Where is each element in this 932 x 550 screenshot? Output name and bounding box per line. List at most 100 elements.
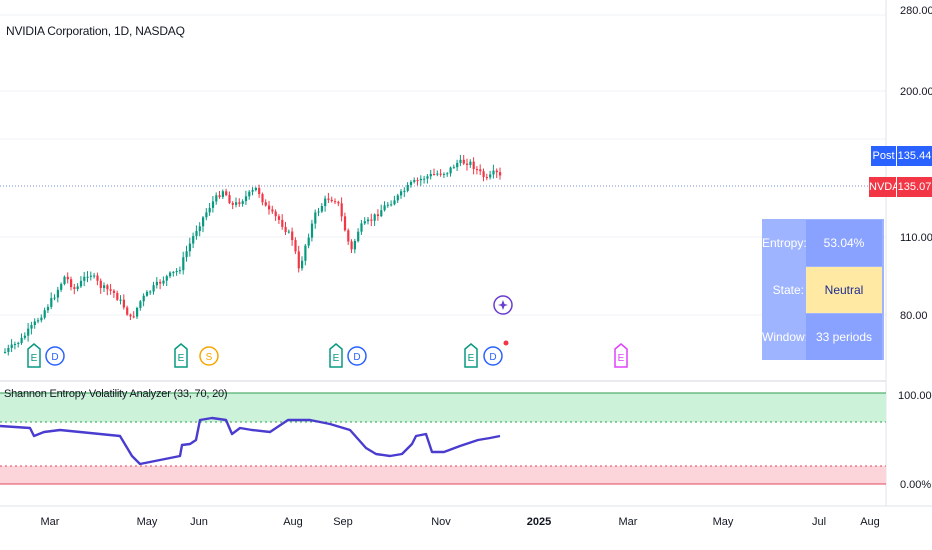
candle bbox=[116, 290, 119, 301]
candle bbox=[277, 214, 281, 225]
candle bbox=[423, 175, 426, 184]
dividend-event-marker[interactable]: D bbox=[483, 346, 503, 366]
time-axis-label: Sep bbox=[333, 516, 353, 528]
candle bbox=[416, 177, 419, 186]
candle bbox=[155, 277, 158, 289]
candle bbox=[136, 306, 139, 319]
candle bbox=[459, 154, 462, 167]
candle bbox=[60, 282, 63, 292]
earnings-event-marker[interactable]: E bbox=[174, 343, 188, 368]
candle bbox=[462, 154, 465, 166]
candle bbox=[20, 333, 23, 345]
candle bbox=[162, 276, 165, 286]
time-axis-label: Jul bbox=[812, 516, 826, 528]
dividend-event-marker[interactable]: D bbox=[347, 346, 367, 366]
candle bbox=[472, 157, 475, 175]
earnings-event-marker[interactable]: E bbox=[329, 343, 343, 368]
event-letter: E bbox=[31, 353, 38, 364]
candle bbox=[327, 192, 330, 204]
candle bbox=[284, 221, 287, 236]
candle bbox=[499, 167, 502, 180]
earnings-event-marker[interactable]: E bbox=[27, 343, 41, 368]
candle bbox=[466, 158, 469, 171]
candle bbox=[149, 290, 152, 295]
candle bbox=[17, 341, 20, 348]
candle bbox=[132, 311, 135, 319]
candle bbox=[376, 209, 380, 221]
candle bbox=[188, 237, 191, 257]
candle bbox=[172, 270, 175, 277]
candle bbox=[37, 317, 40, 324]
candle bbox=[268, 200, 271, 215]
candle bbox=[403, 187, 406, 198]
candle bbox=[419, 175, 422, 186]
candle bbox=[251, 187, 254, 196]
candle bbox=[446, 172, 449, 177]
candle bbox=[182, 251, 185, 275]
entropy-indicator-pane[interactable] bbox=[0, 392, 886, 485]
candle bbox=[393, 195, 396, 206]
last-price-tag: 135.07 bbox=[897, 177, 932, 197]
candle bbox=[178, 266, 182, 275]
candle bbox=[7, 344, 10, 356]
candle bbox=[314, 209, 317, 229]
candle bbox=[350, 239, 353, 253]
symbol-title[interactable]: NVIDIA Corporation, 1D, NASDAQ bbox=[6, 24, 185, 38]
candle bbox=[291, 227, 294, 246]
candle bbox=[281, 214, 284, 230]
candle bbox=[449, 166, 452, 177]
candle bbox=[73, 283, 76, 295]
candle bbox=[390, 200, 393, 207]
candle bbox=[386, 201, 389, 208]
candle bbox=[165, 274, 168, 287]
candle bbox=[479, 164, 482, 176]
indicator-axis[interactable]: 100.00% 0.00% bbox=[898, 390, 932, 491]
earnings-event-marker[interactable]: E bbox=[614, 343, 628, 368]
time-axis-label: Mar bbox=[41, 516, 60, 528]
event-letter: E bbox=[468, 353, 475, 364]
candle bbox=[50, 292, 53, 310]
candle bbox=[370, 213, 373, 227]
candle bbox=[53, 294, 56, 301]
price-axis[interactable]: 280.00 200.00 110.00 80.00 bbox=[900, 5, 932, 322]
candle bbox=[27, 322, 30, 342]
candle bbox=[76, 283, 79, 292]
candle bbox=[307, 233, 310, 249]
add-event-icon[interactable] bbox=[493, 295, 513, 315]
candle bbox=[409, 180, 413, 188]
candle bbox=[406, 182, 409, 193]
time-axis[interactable]: Mar May Jun Aug Sep Nov 2025 Mar May Jul… bbox=[41, 516, 880, 528]
candle bbox=[334, 198, 337, 205]
candle bbox=[244, 190, 248, 205]
candle bbox=[363, 217, 366, 225]
indicator-axis-label: 100.00% bbox=[898, 390, 932, 402]
candle bbox=[228, 191, 231, 205]
split-event-marker[interactable]: S bbox=[199, 346, 219, 366]
event-letter: D bbox=[353, 352, 360, 363]
earnings-event-marker[interactable]: E bbox=[464, 343, 478, 368]
candle bbox=[320, 203, 323, 213]
candle bbox=[195, 225, 198, 240]
candle bbox=[340, 197, 343, 222]
candle bbox=[383, 201, 386, 212]
candle bbox=[310, 219, 314, 242]
candle bbox=[380, 204, 383, 218]
candle bbox=[13, 341, 17, 350]
candlestick-series[interactable] bbox=[4, 154, 502, 356]
candle bbox=[112, 289, 116, 298]
indicator-title[interactable]: Shannon Entropy Volatility Analyzer (33,… bbox=[4, 388, 228, 400]
dividend-event-marker[interactable]: D bbox=[45, 346, 65, 366]
candle bbox=[139, 300, 142, 311]
event-letter: D bbox=[489, 352, 496, 363]
alert-dot bbox=[503, 340, 509, 346]
candle bbox=[63, 275, 66, 286]
candle bbox=[271, 205, 274, 214]
candle bbox=[367, 217, 370, 225]
candle bbox=[145, 290, 149, 297]
candle bbox=[495, 168, 498, 178]
candle bbox=[254, 186, 257, 192]
low-entropy-zone bbox=[0, 466, 886, 484]
candle bbox=[205, 208, 208, 221]
